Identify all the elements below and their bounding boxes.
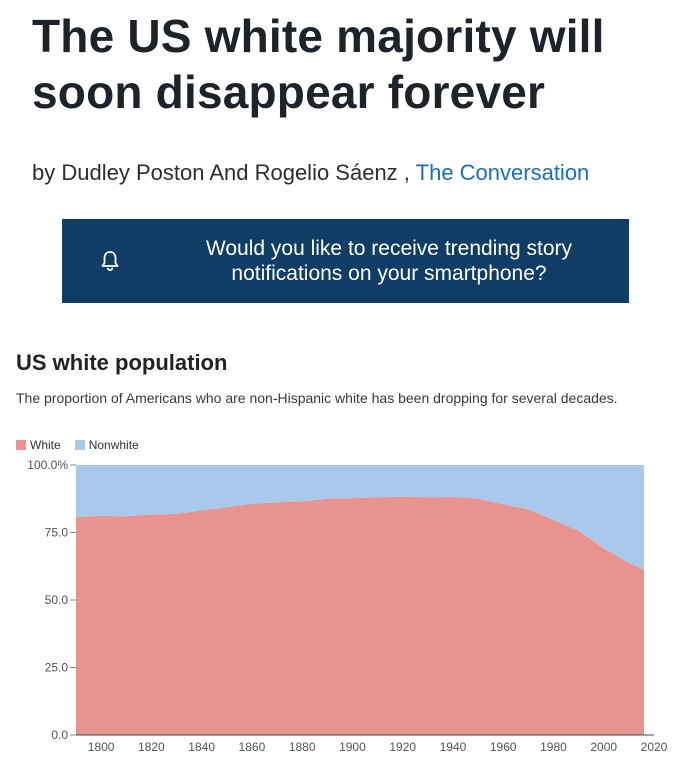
chart-legend: White Nonwhite xyxy=(16,438,153,452)
article-headline: The US white majority will soon disappea… xyxy=(32,10,605,118)
source-link[interactable]: The Conversation xyxy=(415,160,590,185)
legend-swatch-nonwhite xyxy=(74,440,85,450)
x-tick-label: 1980 xyxy=(540,740,567,754)
x-tick-label: 1840 xyxy=(188,740,215,754)
x-tick-label: 1940 xyxy=(440,740,467,754)
legend-item-white: White xyxy=(16,438,61,452)
notification-banner[interactable]: Would you like to receive trending story… xyxy=(62,219,629,303)
y-tick-label: 0.0 xyxy=(51,728,68,742)
x-tick-label: 2020 xyxy=(641,740,668,754)
x-tick-label: 2000 xyxy=(590,740,617,754)
x-tick-label: 1960 xyxy=(490,740,517,754)
y-tick-label: 100.0% xyxy=(27,458,68,472)
chart-title: US white population xyxy=(16,350,228,375)
byline: by Dudley Poston And Rogelio Sáenz , The… xyxy=(32,160,589,186)
legend-item-nonwhite: Nonwhite xyxy=(74,438,139,452)
legend-label-white: White xyxy=(30,438,61,452)
series-area-white xyxy=(76,496,644,735)
y-tick-label: 25.0 xyxy=(45,661,69,675)
area-chart: 0.0 25.0 50.0 75.0 100.0% 1800 1820 1840 1860 188… xyxy=(27,458,668,754)
x-tick-label: 1800 xyxy=(88,740,115,754)
series-area-nonwhite xyxy=(76,465,644,570)
byline-authors: by Dudley Poston And Rogelio Sáenz , xyxy=(32,160,410,185)
x-tick-label: 1860 xyxy=(239,740,266,754)
legend-label-nonwhite: Nonwhite xyxy=(88,438,139,452)
y-tick-label: 50.0 xyxy=(45,593,69,607)
x-tick-label: 1880 xyxy=(289,740,316,754)
notification-message: Would you like to receive trending story… xyxy=(205,237,573,285)
legend-swatch-white xyxy=(16,440,26,450)
x-tick-label: 1900 xyxy=(339,740,366,754)
bell-icon xyxy=(101,251,119,272)
x-tick-label: 1920 xyxy=(389,740,416,754)
x-tick-label: 1820 xyxy=(138,740,165,754)
chart-subtitle: The proportion of Americans who are non-… xyxy=(16,390,618,406)
y-tick-label: 75.0 xyxy=(45,526,69,540)
